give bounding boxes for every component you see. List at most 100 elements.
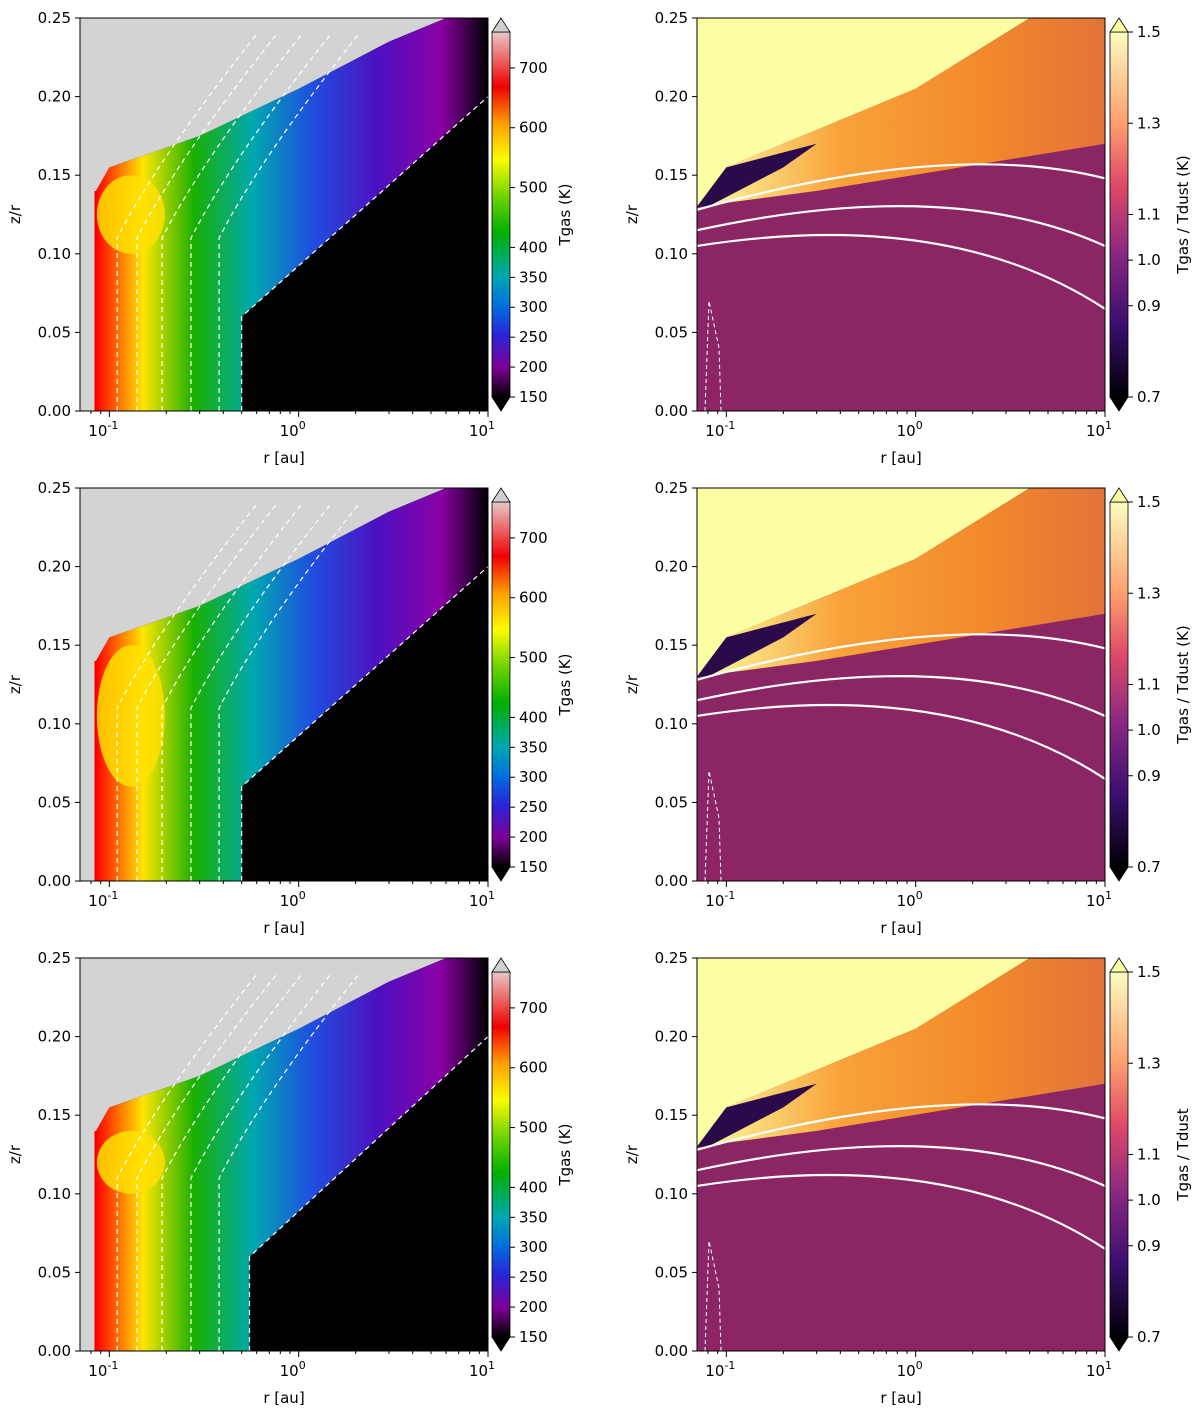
ratio-solid-contour	[697, 1103, 1105, 1151]
y-tick-label: 0.25	[38, 9, 71, 27]
colorbar-tick-label: 600	[519, 1059, 548, 1077]
y-tick-label: 0.05	[655, 323, 688, 341]
y-tick-label: 0.05	[38, 793, 71, 811]
colorbar-tick-label: 1.1	[1137, 1146, 1161, 1164]
colorbar-tick-label: 700	[519, 529, 548, 547]
axes-frame	[696, 487, 1106, 882]
colorbar-extend-high	[491, 17, 511, 33]
colorbar-tick-label: 1.0	[1137, 1191, 1161, 1209]
temperature-band	[95, 488, 488, 881]
y-tick-label: 0.25	[38, 479, 71, 497]
ratio-solid-contour	[697, 163, 1105, 211]
x-axis: 10-1 100 101 r [au]	[705, 881, 1112, 937]
y-tick-label: 0.10	[655, 245, 688, 263]
colorbar-tick-label: 350	[519, 738, 548, 756]
colorbar-tick-label: 700	[519, 59, 548, 77]
temperature-contour	[116, 973, 258, 1351]
colorbar-tick-label: 1.1	[1137, 206, 1161, 224]
colorbar-tick-label: 1.0	[1137, 721, 1161, 739]
colorbar: 0.7 0.9 1.0 1.1 1.3 1.5 Tgas / Tdust	[1109, 957, 1192, 1352]
x-tick-label: 101	[1086, 419, 1112, 440]
temperature-contour	[161, 503, 303, 881]
y-axis: 0.00 0.05 0.10 0.15 0.20 0.25 z/r	[623, 479, 697, 890]
x-tick-label: 100	[280, 1359, 306, 1380]
colorbar-tick-label: 400	[519, 708, 548, 726]
x-tick-label: 10-1	[88, 1359, 118, 1380]
colorbar-label: Tgas / Tdust (K)	[1174, 625, 1192, 744]
ratio-solid-contour	[697, 233, 1105, 310]
colorbar-tick-label: 300	[519, 1238, 548, 1256]
colorbar-tick-label: 0.7	[1137, 1328, 1161, 1346]
masked-region	[80, 958, 488, 1351]
colorbar-extend-high	[1109, 17, 1129, 33]
y-tick-label: 0.20	[38, 1028, 71, 1046]
colorbar-tick-label: 250	[519, 798, 548, 816]
y-tick-label: 0.00	[38, 402, 71, 420]
ratio-solid-contour	[697, 1173, 1105, 1250]
y-tick-label: 0.10	[38, 1185, 71, 1203]
ratio-solid-contour	[697, 703, 1105, 780]
y-tick-label: 0.25	[655, 9, 688, 27]
colorbar-tick-label: 200	[519, 828, 548, 846]
y-axis-label: z/r	[6, 1144, 24, 1164]
temperature-contour	[190, 973, 332, 1351]
colorbar-tick-label: 150	[519, 858, 548, 876]
y-tick-label: 0.00	[655, 872, 688, 890]
ratio-upper-layer	[697, 958, 1030, 1147]
colorbar: 0.7 0.9 1.0 1.1 1.3 1.5 Tgas / Tdust (K)	[1109, 487, 1192, 882]
x-axis-label: r [au]	[880, 449, 921, 467]
colorbar-tick-label: 350	[519, 1208, 548, 1226]
colorbar-tick-label: 500	[519, 649, 548, 667]
colorbar-tick-label: 700	[519, 999, 548, 1017]
colorbar-tick-label: 150	[519, 388, 548, 406]
y-tick-label: 0.05	[655, 1263, 688, 1281]
temperature-contour	[161, 33, 303, 411]
plot-area	[697, 18, 1105, 411]
colorbar-scale	[491, 31, 511, 398]
temperature-contour	[241, 566, 488, 881]
y-axis: 0.00 0.05 0.10 0.15 0.20 0.25 z/r	[623, 9, 697, 420]
ratio-dashed-contour	[704, 300, 722, 411]
colorbar-scale	[1109, 501, 1129, 868]
y-tick-label: 0.10	[655, 715, 688, 733]
x-axis-label: r [au]	[263, 919, 304, 937]
colorbar-tick-label: 600	[519, 589, 548, 607]
ratio-upper-layer	[697, 488, 1030, 677]
y-tick-label: 0.05	[655, 793, 688, 811]
x-tick-label: 10-1	[705, 889, 735, 910]
colorbar: 150 200 250 300 350 400 500 600 700 Tgas (K)	[491, 957, 574, 1352]
y-tick-label: 0.05	[38, 1263, 71, 1281]
y-tick-label: 0.15	[38, 1106, 71, 1124]
colorbar-extend-low	[1109, 1336, 1129, 1352]
y-tick-label: 0.00	[38, 1342, 71, 1360]
plot-area	[80, 488, 488, 881]
x-axis-label: r [au]	[263, 449, 304, 467]
ratio-solid-contour	[697, 633, 1105, 681]
colorbar-label: Tgas / Tdust	[1174, 1108, 1192, 1201]
y-axis-label: z/r	[623, 204, 641, 224]
y-tick-label: 0.10	[38, 245, 71, 263]
y-tick-label: 0.15	[655, 1106, 688, 1124]
temperature-contour	[136, 503, 278, 881]
panel-row2-right: 0.00 0.05 0.10 0.15 0.20 0.25 z/r 10-1 100 101 r […	[623, 479, 1192, 937]
colorbar-tick-label: 600	[519, 119, 548, 137]
masked-region	[80, 488, 488, 881]
colorbar-tick-label: 250	[519, 328, 548, 346]
panel-row1-right: 0.00 0.05 0.10 0.15 0.20 0.25 z/r 10-1 100 101 r […	[623, 9, 1192, 467]
y-tick-label: 0.25	[655, 479, 688, 497]
colorbar-extend-high	[1109, 487, 1129, 503]
colorbar-tick-label: 400	[519, 1178, 548, 1196]
colorbar-extend-low	[491, 866, 511, 882]
y-axis: 0.00 0.05 0.10 0.15 0.20 0.25 z/r	[623, 949, 697, 1360]
colorbar-tick-label: 1.3	[1137, 584, 1161, 602]
ratio-warm-band	[697, 958, 1105, 1147]
y-tick-label: 0.00	[655, 402, 688, 420]
colorbar: 150 200 250 300 350 400 500 600 700 Tgas (K)	[491, 487, 574, 882]
colorbar-tick-label: 200	[519, 358, 548, 376]
ratio-dashed-contour	[704, 1240, 722, 1351]
ratio-warm-band	[697, 18, 1105, 207]
y-tick-label: 0.15	[38, 166, 71, 184]
x-tick-label: 10-1	[705, 419, 735, 440]
colorbar-tick-label: 500	[519, 1119, 548, 1137]
